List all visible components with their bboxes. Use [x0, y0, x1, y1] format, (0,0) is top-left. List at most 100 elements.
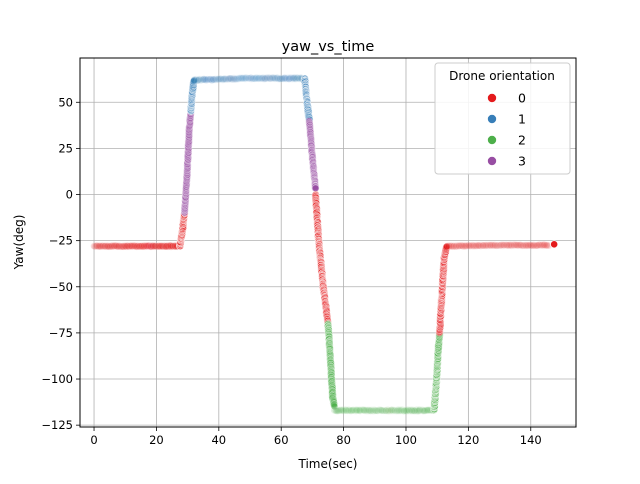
data-point [139, 243, 147, 251]
data-point [161, 242, 169, 250]
data-point [90, 242, 99, 250]
x-tick-label: 80 [336, 433, 351, 447]
data-point [181, 201, 189, 209]
y-tick-label: −100 [41, 372, 73, 386]
y-tick-label: 0 [66, 188, 73, 202]
data-point [132, 243, 140, 251]
data-point [182, 173, 191, 181]
data-point [143, 242, 152, 251]
data-point [115, 242, 123, 250]
data-point [184, 155, 192, 163]
x-tick-label: 140 [520, 433, 542, 447]
data-point [94, 243, 102, 251]
data-point [181, 202, 189, 211]
data-point [145, 241, 154, 250]
data-point [112, 242, 121, 251]
data-point [91, 242, 100, 250]
data-point [149, 242, 157, 250]
data-point [138, 242, 146, 250]
data-point [131, 241, 139, 250]
data-point [144, 242, 152, 250]
data-point [182, 185, 190, 193]
data-point [136, 242, 145, 250]
data-point [123, 242, 131, 250]
data-point [131, 242, 139, 250]
data-point [183, 161, 192, 169]
data-point [154, 242, 162, 250]
data-point [181, 194, 190, 202]
data-point [132, 242, 141, 250]
data-point [142, 242, 150, 250]
data-point [183, 170, 191, 178]
data-point [148, 242, 156, 250]
data-point [99, 242, 107, 250]
data-point [149, 242, 157, 250]
data-point [312, 184, 320, 192]
data-point [144, 241, 152, 250]
data-point [184, 147, 192, 155]
data-point [183, 176, 191, 184]
data-point [93, 242, 102, 250]
data-point [90, 242, 98, 250]
legend-marker-0 [487, 93, 497, 103]
data-point [147, 243, 155, 251]
data-point [181, 191, 190, 199]
data-point [163, 242, 171, 250]
data-point [182, 190, 190, 199]
data-point [162, 242, 171, 250]
data-point [120, 242, 128, 251]
x-tick-label: 20 [149, 433, 164, 447]
data-point [106, 242, 114, 251]
data-point [129, 242, 138, 250]
data-point [123, 242, 131, 250]
data-point [181, 198, 190, 207]
data-point [184, 151, 192, 159]
data-point [108, 242, 116, 251]
data-point [113, 242, 121, 250]
legend-marker-1 [487, 114, 497, 124]
data-point [184, 147, 193, 155]
data-point [182, 189, 190, 197]
data-point [550, 240, 559, 249]
data-point [105, 243, 113, 251]
data-point [182, 177, 191, 186]
data-point [162, 242, 170, 250]
data-point [137, 242, 145, 250]
data-point [148, 243, 156, 251]
x-tick-label: 60 [274, 433, 289, 447]
data-point [183, 168, 191, 176]
data-point [184, 149, 192, 157]
data-point [119, 242, 127, 251]
data-point [181, 199, 189, 207]
data-point [156, 242, 164, 250]
data-point [119, 243, 128, 251]
data-point [183, 172, 191, 180]
data-point [135, 242, 144, 251]
data-point [123, 242, 131, 250]
data-point [101, 242, 109, 250]
data-point [155, 242, 164, 250]
y-tick-label: −50 [49, 280, 73, 294]
x-tick-label: 0 [90, 433, 97, 447]
data-point [138, 242, 146, 251]
data-point [185, 142, 193, 150]
data-point [126, 242, 134, 250]
data-point [162, 242, 171, 250]
data-point [184, 156, 192, 164]
data-point [145, 242, 153, 250]
data-point [144, 242, 153, 250]
data-point [97, 243, 105, 251]
data-point [182, 181, 190, 189]
data-point [138, 242, 146, 250]
data-point [101, 242, 109, 250]
data-point [136, 242, 145, 250]
data-point [134, 242, 142, 250]
data-point [184, 164, 192, 173]
data-point [103, 242, 111, 251]
data-point [151, 242, 160, 250]
data-point [167, 241, 175, 250]
data-point [184, 150, 192, 158]
data-point [110, 242, 118, 250]
x-tick-label: 40 [211, 433, 226, 447]
data-point [184, 145, 193, 153]
